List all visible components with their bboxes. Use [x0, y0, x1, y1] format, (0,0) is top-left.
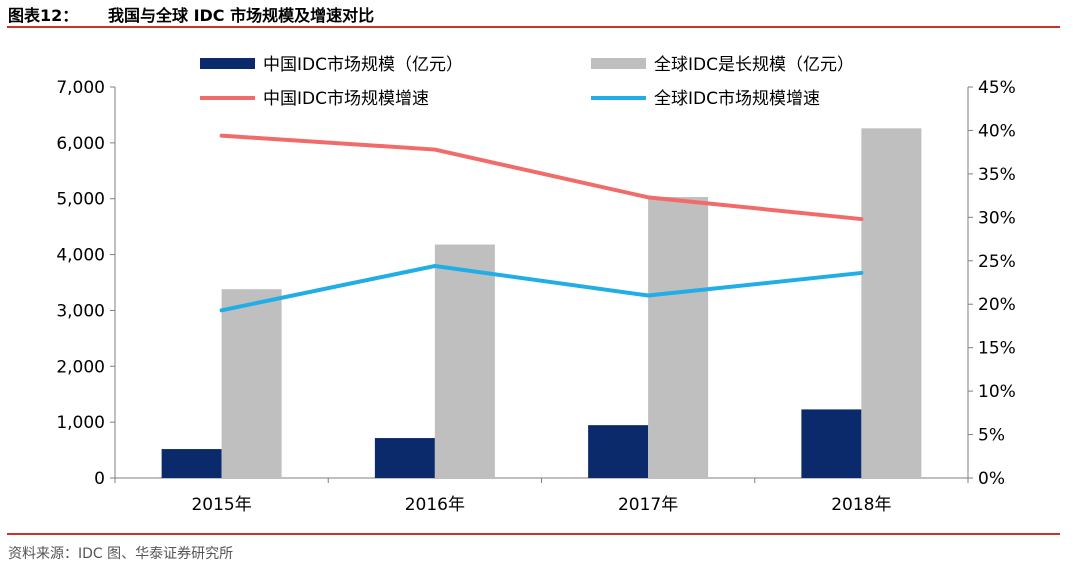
left-axis-tick-label: 3,000 [56, 301, 105, 321]
china-market-bar [588, 425, 649, 478]
global-market-bar [221, 289, 282, 478]
left-axis-tick-label: 6,000 [56, 134, 105, 154]
right-axis-tick-label: 10% [978, 382, 1016, 402]
china-market-bar [374, 438, 435, 478]
left-axis-tick-label: 4,000 [56, 246, 105, 266]
source-note: 资料来源：IDC 图、华泰证券研究所 [8, 546, 234, 562]
top-divider [7, 26, 1060, 28]
legend-china-market-label: 中国IDC市场规模（亿元） [263, 55, 463, 75]
global-market-bar [434, 244, 495, 478]
x-axis-tick-label: 2015年 [191, 495, 251, 515]
right-axis-tick-label: 35% [978, 165, 1016, 185]
right-axis-tick-label: 15% [978, 339, 1016, 359]
legend-global-growth-label: 全球IDC市场规模增速 [654, 89, 820, 109]
china-market-bar [801, 409, 862, 478]
right-axis-tick-label: 45% [978, 78, 1016, 98]
right-axis-tick-label: 0% [978, 469, 1005, 489]
x-axis-tick-label: 2017年 [618, 495, 678, 515]
global-market-bar [648, 197, 709, 478]
right-axis-tick-label: 40% [978, 121, 1016, 141]
chart-title: 我国与全球 IDC 市场规模及增速对比 [108, 6, 375, 25]
legend-global-market-label: 全球IDC是长规模（亿元） [654, 55, 854, 75]
right-axis-tick-label: 30% [978, 208, 1016, 228]
right-axis-tick-label: 25% [978, 252, 1016, 272]
x-axis-tick-label: 2016年 [405, 495, 465, 515]
right-axis-tick-label: 5% [978, 426, 1005, 446]
bottom-divider [7, 533, 1060, 535]
left-axis-tick-label: 7,000 [56, 78, 105, 98]
global-growth-line [219, 263, 864, 313]
global-market-bar [861, 128, 922, 478]
figure-number: 图表12： [8, 6, 79, 25]
china-growth-line [219, 133, 864, 222]
legend-china-growth-label: 中国IDC市场规模增速 [263, 89, 429, 109]
figure-header: 图表12： 我国与全球 IDC 市场规模及增速对比 [0, 0, 1080, 28]
left-axis-tick-label: 5,000 [56, 190, 105, 210]
left-axis-tick-label: 0 [94, 469, 105, 489]
legend-global-market-swatch [591, 58, 646, 69]
left-axis-tick-label: 2,000 [56, 357, 105, 377]
legend-china-market-swatch [200, 58, 255, 69]
x-axis-tick-label: 2018年 [831, 495, 891, 515]
right-axis-tick-label: 20% [978, 295, 1016, 315]
china-market-bar [161, 449, 222, 478]
left-axis-tick-label: 1,000 [56, 413, 105, 433]
